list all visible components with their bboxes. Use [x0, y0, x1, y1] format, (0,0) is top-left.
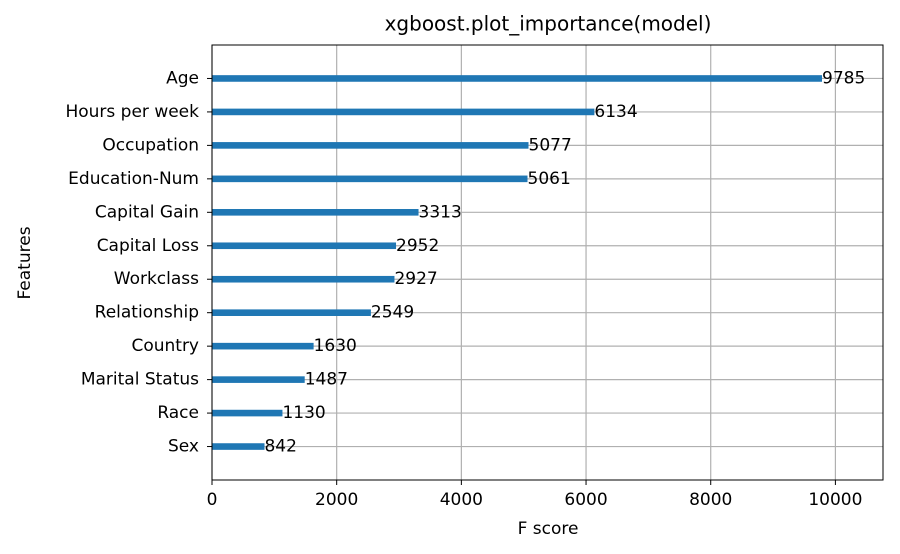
- value-label: 1487: [305, 370, 348, 390]
- bar: [212, 443, 265, 450]
- x-tick-label: 6000: [564, 490, 607, 510]
- x-tick-label: 10000: [808, 490, 862, 510]
- x-axis-label: F score: [518, 519, 579, 539]
- bar: [212, 209, 419, 216]
- value-label: 1130: [282, 403, 325, 423]
- x-tick-label: 8000: [689, 490, 732, 510]
- y-axis-label: Features: [15, 226, 35, 299]
- y-tick-label: Education-Num: [68, 169, 199, 189]
- bar: [212, 75, 822, 82]
- value-label: 5061: [528, 169, 571, 189]
- value-label: 2549: [371, 303, 414, 323]
- value-label: 1630: [314, 336, 357, 356]
- bar: [212, 309, 371, 316]
- y-tick-label: Age: [166, 68, 199, 88]
- y-tick-label: Occupation: [102, 135, 199, 155]
- x-tick-label: 2000: [315, 490, 358, 510]
- y-tick-label: Relationship: [95, 303, 199, 323]
- y-tick-label: Capital Loss: [97, 236, 199, 256]
- bar: [212, 242, 397, 250]
- bar: [212, 275, 395, 283]
- value-label: 2952: [396, 236, 439, 256]
- value-label: 2927: [394, 269, 437, 289]
- value-label: 842: [264, 437, 296, 457]
- value-label: 6134: [594, 102, 637, 122]
- plot-frame: [211, 44, 884, 481]
- y-tick-label: Marital Status: [81, 370, 199, 390]
- bar: [212, 175, 528, 183]
- y-tick-label: Sex: [168, 437, 199, 457]
- bar: [212, 409, 283, 417]
- y-tick-label: Hours per week: [65, 102, 199, 122]
- y-tick-label: Capital Gain: [95, 202, 199, 222]
- x-tick-label: 4000: [440, 490, 483, 510]
- bar: [212, 142, 529, 149]
- y-tick-label: Race: [157, 403, 199, 423]
- bar: [212, 108, 595, 116]
- bar: [212, 342, 314, 350]
- chart-title: xgboost.plot_importance(model): [385, 12, 712, 36]
- y-tick-label: Workclass: [114, 269, 199, 289]
- value-label: 3313: [419, 202, 462, 222]
- value-label: 9785: [822, 68, 865, 88]
- value-label: 5077: [529, 135, 572, 155]
- y-tick-label: Country: [131, 336, 199, 356]
- x-tick-label: 0: [207, 490, 218, 510]
- bar: [212, 376, 305, 383]
